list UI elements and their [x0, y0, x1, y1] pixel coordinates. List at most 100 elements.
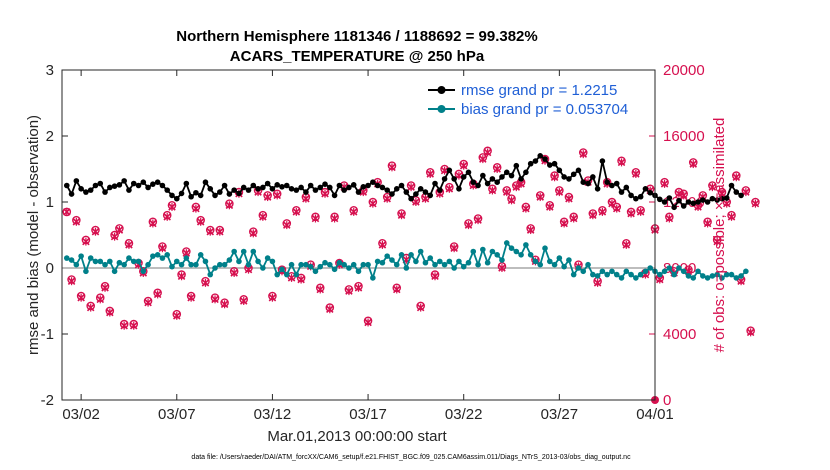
rmse-point: [475, 182, 481, 189]
rmse-point: [403, 189, 410, 195]
bias-point: [556, 255, 563, 261]
bias-point: [503, 240, 510, 246]
rmse-point: [264, 180, 271, 187]
bias-point: [594, 273, 601, 279]
bias-point: [546, 258, 553, 265]
obs-assimilated-point: [144, 298, 152, 307]
bias-point: [207, 271, 214, 278]
obs-assimilated-point: [216, 227, 224, 236]
bias-point: [403, 265, 410, 271]
rmse-point: [73, 178, 80, 184]
bias-point: [126, 255, 132, 261]
rmse-point: [408, 195, 414, 202]
obs-assimilated-point: [345, 287, 353, 296]
rmse-point: [527, 160, 534, 167]
rmse-point: [647, 189, 654, 196]
obs-assimilated-point: [91, 227, 100, 236]
bias-point: [140, 268, 147, 275]
y-tick-label: -1: [41, 326, 54, 343]
obs-assimilated-point: [445, 184, 454, 193]
rmse-point: [661, 199, 668, 205]
bias-point: [169, 263, 175, 270]
bias-point: [221, 261, 228, 268]
obs-assimilated-point: [526, 226, 535, 235]
bias-point: [389, 257, 395, 263]
bias-point: [704, 275, 711, 281]
rmse-point: [480, 172, 486, 179]
footer-data-file: data file: /Users/raeder/DAI/ATM_forcXX/…: [191, 454, 631, 461]
obs-assimilated-point: [746, 328, 755, 337]
bias-point: [494, 252, 500, 258]
rmse-point: [484, 180, 491, 187]
bias-point: [87, 255, 94, 261]
obs-assimilated-point: [502, 188, 511, 197]
rmse-point: [303, 189, 309, 195]
obs-assimilated-point: [632, 169, 640, 178]
x-tick-label: 03/27: [541, 406, 579, 423]
bias-point: [83, 268, 89, 275]
obs-assimilated-point: [660, 179, 669, 188]
rmse-point: [245, 187, 252, 193]
bias-point: [690, 275, 697, 281]
obs-assimilated-point: [349, 207, 358, 216]
bias-point: [398, 252, 405, 258]
obs-assimilated-point: [593, 278, 602, 287]
rmse-point: [183, 180, 190, 187]
rmse-point: [542, 156, 548, 162]
rmse-point: [566, 176, 572, 182]
bias-point: [542, 245, 548, 251]
bias-point: [738, 273, 744, 279]
bias-point: [250, 248, 257, 255]
obs-assimilated-point: [101, 283, 109, 292]
obs-assimilated-point: [589, 211, 597, 220]
rmse-point: [240, 184, 247, 191]
bias-point: [336, 259, 343, 266]
rmse-point: [580, 179, 587, 185]
rmse-point: [92, 182, 99, 189]
obs-assimilated-point: [225, 201, 234, 210]
rmse-point: [642, 186, 649, 192]
rmse-line: [66, 154, 742, 210]
rmse-point: [690, 200, 697, 207]
obs-assimilated-point: [622, 240, 631, 249]
obs-assimilated-point: [86, 303, 95, 312]
rmse-point: [350, 182, 357, 188]
rmse-point: [68, 191, 75, 197]
obs-assimilated-point: [546, 202, 554, 211]
bias-point: [489, 248, 496, 255]
rmse-point: [733, 189, 740, 195]
rmse-point: [613, 180, 620, 187]
bias-point: [97, 258, 104, 265]
rmse-point: [159, 182, 166, 189]
bias-point: [288, 261, 295, 268]
rmse-point: [365, 182, 371, 189]
bias-point: [322, 259, 328, 266]
rmse-point: [561, 174, 567, 180]
bias-point: [63, 255, 70, 261]
rmse-point: [704, 199, 711, 205]
y-axis-label: rmse and bias (model - observation): [25, 115, 42, 355]
obs-assimilated-point: [421, 194, 430, 203]
obs-assimilated-point: [292, 207, 301, 216]
rmse-point: [451, 176, 457, 182]
bias-point: [236, 258, 242, 265]
bias-point: [408, 252, 414, 258]
obs-assimilated-point: [302, 194, 310, 203]
rmse-point: [551, 160, 558, 167]
rmse-point: [503, 169, 510, 176]
rmse-point: [336, 182, 343, 189]
rmse-point: [307, 182, 314, 189]
rmse-point: [465, 169, 472, 176]
bias-point: [231, 248, 237, 255]
obs-assimilated-point: [230, 268, 238, 277]
obs-assimilated-point: [72, 217, 81, 226]
legend-rmse-marker: [437, 86, 446, 94]
bias-point: [116, 259, 123, 266]
rmse-point: [513, 162, 520, 169]
rmse-point: [494, 179, 500, 185]
rmse-point: [546, 162, 553, 168]
rmse-point: [130, 180, 137, 187]
obs-assimilated-point: [665, 214, 674, 223]
obs-assimilated-point: [330, 214, 339, 223]
rmse-point: [217, 189, 223, 195]
